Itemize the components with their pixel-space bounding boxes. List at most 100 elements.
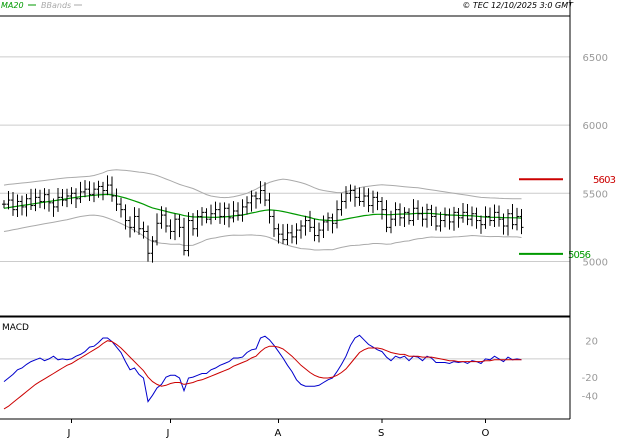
price-bar <box>159 206 164 229</box>
price-tick-label: 5500 <box>583 189 608 200</box>
price-bar <box>506 209 510 236</box>
price-bar <box>195 210 200 237</box>
price-bar <box>294 223 299 245</box>
price-bar <box>92 182 96 203</box>
price-bar <box>281 224 285 244</box>
x-tick-label: J <box>67 428 71 439</box>
price-bar <box>56 187 60 212</box>
price-bar <box>299 220 303 239</box>
price-bar <box>222 202 227 225</box>
price-bar <box>416 200 420 220</box>
price-bar <box>434 206 438 231</box>
price-bar <box>15 194 20 217</box>
price-bar <box>353 185 357 207</box>
price-bar <box>191 213 195 236</box>
price-bar <box>452 206 456 231</box>
price-bar <box>398 203 402 226</box>
price-bar <box>470 206 474 227</box>
price-bar <box>519 208 524 235</box>
x-tick-label: O <box>482 428 490 439</box>
price-bar <box>411 199 416 226</box>
price-bar <box>456 208 461 228</box>
price-bar <box>83 180 87 198</box>
price-bar <box>87 181 92 202</box>
price-bar <box>492 204 497 227</box>
price-bar <box>47 189 51 212</box>
bband-upper <box>3 169 522 200</box>
price-bar <box>38 189 42 209</box>
price-bar <box>497 205 501 227</box>
price-bar <box>384 200 389 233</box>
price-bar <box>51 198 56 217</box>
price-bar <box>101 181 105 201</box>
price-bar <box>312 218 317 242</box>
price-bar <box>483 206 488 229</box>
price-bar <box>330 213 335 234</box>
price-bar <box>150 236 155 263</box>
price-bar <box>186 212 191 257</box>
price-bar <box>429 204 434 226</box>
price-bar <box>146 225 150 262</box>
price-bar <box>177 214 182 238</box>
price-bar <box>461 202 465 223</box>
price-bar <box>213 201 218 220</box>
price-bar <box>443 207 447 228</box>
price-bar <box>240 199 245 222</box>
price-y-axis: 6500 6000 5500 5000 <box>583 53 608 269</box>
price-bar <box>182 217 186 256</box>
macd-series <box>3 334 522 410</box>
price-bar <box>132 207 137 233</box>
macd-tick-label: -40 <box>582 391 598 402</box>
price-bar <box>479 215 483 234</box>
price-tick-label: 6500 <box>583 53 608 64</box>
price-bar <box>249 190 254 212</box>
price-bar <box>110 176 114 202</box>
price-bar <box>276 223 281 244</box>
bband-lower <box>3 214 522 251</box>
price-bar <box>285 223 290 245</box>
price-bar <box>231 201 236 223</box>
price-bar <box>128 216 132 238</box>
price-tick-label: 5000 <box>583 257 608 268</box>
price-bar <box>339 193 344 216</box>
price-bar <box>348 184 353 202</box>
price-bar <box>24 193 29 217</box>
price-bar <box>407 208 411 225</box>
price-bar <box>326 212 330 231</box>
price-bar <box>515 207 519 231</box>
price-bar <box>236 202 240 221</box>
price-bar <box>78 181 83 203</box>
macd-tick-label: 20 <box>585 337 598 348</box>
bollinger-bands <box>3 169 522 251</box>
price-bar <box>254 191 258 209</box>
price-bar <box>6 190 11 210</box>
price-bar <box>402 207 407 227</box>
price-bars <box>2 175 524 263</box>
price-bar <box>141 221 146 239</box>
price-bar <box>105 175 110 196</box>
price-bar <box>20 195 24 216</box>
price-bar <box>420 206 425 227</box>
price-bar <box>488 207 492 226</box>
price-bar <box>389 210 393 234</box>
macd-tick-label: -20 <box>582 373 598 384</box>
price-bar <box>245 196 249 215</box>
resistance-label: 5603 <box>593 175 616 186</box>
price-levels: 5603 5056 <box>519 175 616 261</box>
price-bar <box>465 204 470 226</box>
price-bar <box>209 204 213 225</box>
price-bar <box>74 188 78 208</box>
price-bar <box>438 211 443 232</box>
macd-line <box>3 334 522 403</box>
price-tick-label: 6000 <box>583 121 608 132</box>
price-bar <box>267 192 272 224</box>
price-bar <box>375 191 380 211</box>
price-bar <box>362 187 366 207</box>
price-bar <box>474 207 479 229</box>
price-bar <box>123 204 128 230</box>
x-tick-label: J <box>166 428 170 439</box>
price-bar <box>227 203 231 228</box>
